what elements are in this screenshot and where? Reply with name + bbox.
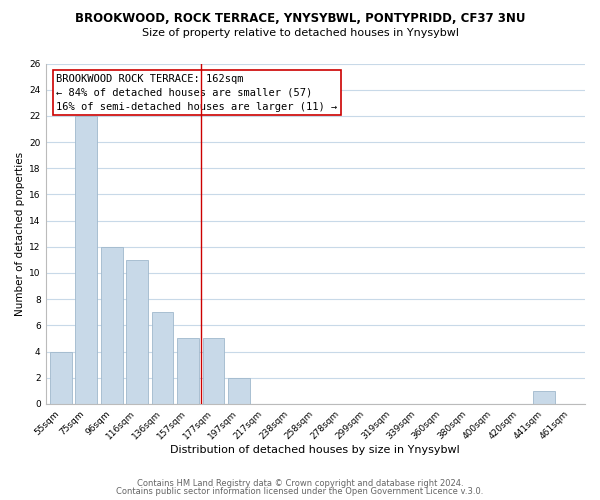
- Bar: [203, 338, 224, 404]
- Text: Size of property relative to detached houses in Ynysybwl: Size of property relative to detached ho…: [142, 28, 458, 38]
- Bar: [50, 352, 71, 404]
- Bar: [533, 391, 555, 404]
- Text: Contains HM Land Registry data © Crown copyright and database right 2024.: Contains HM Land Registry data © Crown c…: [137, 478, 463, 488]
- Text: Contains public sector information licensed under the Open Government Licence v.: Contains public sector information licen…: [116, 487, 484, 496]
- Y-axis label: Number of detached properties: Number of detached properties: [15, 152, 25, 316]
- Text: BROOKWOOD, ROCK TERRACE, YNYSYBWL, PONTYPRIDD, CF37 3NU: BROOKWOOD, ROCK TERRACE, YNYSYBWL, PONTY…: [75, 12, 525, 26]
- X-axis label: Distribution of detached houses by size in Ynysybwl: Distribution of detached houses by size …: [170, 445, 460, 455]
- Bar: [228, 378, 250, 404]
- Bar: [76, 116, 97, 404]
- Bar: [101, 247, 122, 404]
- Bar: [152, 312, 173, 404]
- Text: BROOKWOOD ROCK TERRACE: 162sqm
← 84% of detached houses are smaller (57)
16% of : BROOKWOOD ROCK TERRACE: 162sqm ← 84% of …: [56, 74, 338, 112]
- Bar: [127, 260, 148, 404]
- Bar: [177, 338, 199, 404]
